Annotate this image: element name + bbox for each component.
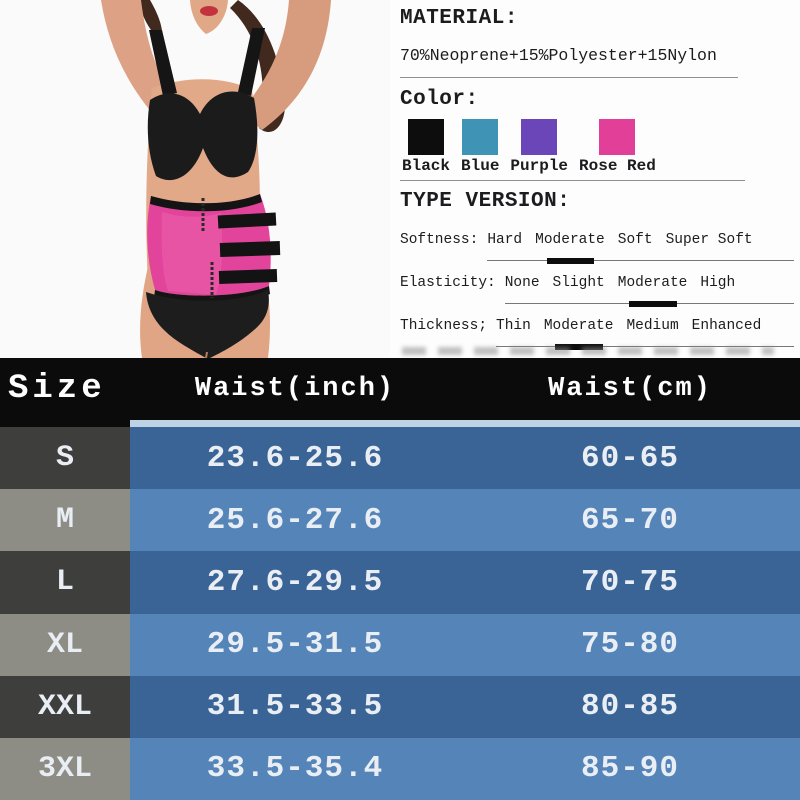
color-swatch-label: Rose Red bbox=[579, 157, 656, 175]
cell-waist-inch: 31.5-33.5 bbox=[130, 675, 460, 738]
material-value: 70%Neoprene+15%Polyester+15Nylon bbox=[400, 46, 717, 65]
color-swatch: Rose Red bbox=[579, 119, 656, 175]
strap bbox=[219, 240, 281, 258]
attribute-option: High bbox=[700, 275, 736, 291]
color-swatch-label: Black bbox=[402, 157, 451, 175]
attribute-options: None Slight Moderate High bbox=[504, 274, 800, 307]
briefs bbox=[146, 290, 269, 358]
attribute-option: Thin bbox=[496, 318, 531, 334]
cell-waist-inch: 23.6-25.6 bbox=[130, 427, 460, 490]
size-table-body: S 23.6-25.6 60-65 M 25.6-27.6 65-70 L 27… bbox=[0, 427, 800, 800]
attribute-option: Moderate bbox=[543, 318, 614, 334]
cell-waist-cm: 60-65 bbox=[460, 427, 800, 490]
attribute-option: Medium bbox=[626, 318, 679, 334]
table-row: XL 29.5-31.5 75-80 bbox=[0, 613, 800, 676]
color-swatch-box bbox=[462, 119, 499, 155]
attribute-label: Softness: bbox=[400, 232, 479, 248]
attribute-option: Hard bbox=[487, 232, 523, 248]
header-waist-cm: Waist(cm) bbox=[548, 374, 712, 404]
product-photo bbox=[0, 0, 390, 359]
model-illustration bbox=[0, 0, 390, 359]
header-waist-inch: Waist(inch) bbox=[194, 374, 396, 404]
divider bbox=[400, 77, 738, 78]
slider-marker bbox=[628, 301, 677, 307]
attribute-option: Soft bbox=[617, 232, 653, 248]
size-table: Size Waist(inch) Waist(cm) S 23.6-25.6 6… bbox=[0, 358, 800, 800]
color-swatch-label: Blue bbox=[461, 157, 500, 175]
type-version-heading: TYPE VERSION: bbox=[400, 190, 571, 213]
table-top-strip bbox=[0, 420, 800, 427]
cell-waist-inch: 27.6-29.5 bbox=[130, 551, 460, 614]
attribute-row: Softness: Hard Moderate Soft Super Soft bbox=[400, 231, 800, 264]
attribute-option: Enhanced bbox=[691, 318, 762, 334]
attribute-label: Elasticity: bbox=[400, 275, 496, 291]
table-row: L 27.6-29.5 70-75 bbox=[0, 551, 800, 614]
header-size: Size bbox=[8, 370, 106, 408]
attribute-row: Thickness; Thin Moderate Medium Enhanced bbox=[400, 317, 800, 350]
strap bbox=[218, 268, 278, 285]
attribute-option: Super Soft bbox=[665, 232, 753, 248]
color-swatch: Black bbox=[402, 119, 450, 175]
attribute-option: Moderate bbox=[617, 275, 688, 291]
cell-waist-inch: 29.5-31.5 bbox=[130, 613, 460, 676]
color-swatch: Purple bbox=[510, 119, 568, 175]
attribute-option: Slight bbox=[552, 275, 605, 291]
attribute-options: Hard Moderate Soft Super Soft bbox=[487, 231, 800, 264]
cell-waist-cm: 85-90 bbox=[460, 737, 800, 800]
cell-size: XL bbox=[0, 613, 130, 676]
attribute-row: Elasticity: None Slight Moderate High bbox=[400, 274, 800, 307]
color-swatch: Blue bbox=[461, 119, 499, 175]
cell-waist-cm: 70-75 bbox=[460, 551, 800, 614]
cell-size: XXL bbox=[0, 675, 130, 738]
slider-line bbox=[496, 346, 794, 347]
attribute-option: Moderate bbox=[535, 232, 605, 248]
cell-size: M bbox=[0, 489, 130, 552]
attribute-option: None bbox=[504, 275, 540, 291]
cell-waist-inch: 33.5-35.4 bbox=[130, 737, 460, 800]
belt-flap bbox=[161, 212, 223, 295]
color-swatch-box bbox=[408, 119, 444, 155]
cell-waist-cm: 65-70 bbox=[460, 489, 800, 552]
info-panel: MATERIAL: 70%Neoprene+15%Polyester+15Nyl… bbox=[392, 0, 800, 358]
attribute-options: Thin Moderate Medium Enhanced bbox=[496, 317, 800, 350]
type-attributes: Softness: Hard Moderate Soft Super Soft Ela… bbox=[400, 231, 800, 350]
cell-waist-inch: 25.6-27.6 bbox=[130, 489, 460, 552]
slider-line bbox=[487, 260, 794, 261]
size-table-header: Size Waist(inch) Waist(cm) bbox=[0, 358, 800, 420]
table-row: M 25.6-27.6 65-70 bbox=[0, 489, 800, 552]
cell-size: 3XL bbox=[0, 737, 130, 800]
cropped-blurred-text bbox=[402, 347, 774, 355]
bra bbox=[147, 91, 258, 181]
color-swatch-label: Purple bbox=[510, 157, 569, 175]
table-row: XXL 31.5-33.5 80-85 bbox=[0, 675, 800, 738]
material-heading: MATERIAL: bbox=[400, 7, 518, 30]
table-row: S 23.6-25.6 60-65 bbox=[0, 427, 800, 490]
slider-marker bbox=[546, 258, 595, 264]
cell-size: L bbox=[0, 551, 130, 614]
color-heading: Color: bbox=[400, 88, 479, 111]
cell-waist-cm: 80-85 bbox=[460, 675, 800, 738]
color-swatch-row: Black Blue Purple Rose Red bbox=[402, 119, 800, 175]
divider bbox=[400, 180, 745, 181]
lips bbox=[200, 6, 218, 16]
face bbox=[190, 0, 228, 34]
color-swatch-box bbox=[521, 119, 558, 155]
right-arm bbox=[240, 0, 331, 130]
attribute-label: Thickness; bbox=[400, 318, 488, 334]
color-swatch-box bbox=[599, 119, 636, 155]
cell-size: S bbox=[0, 427, 130, 490]
table-row: 3XL 33.5-35.4 85-90 bbox=[0, 737, 800, 800]
cell-waist-cm: 75-80 bbox=[460, 613, 800, 676]
strap bbox=[217, 212, 277, 229]
